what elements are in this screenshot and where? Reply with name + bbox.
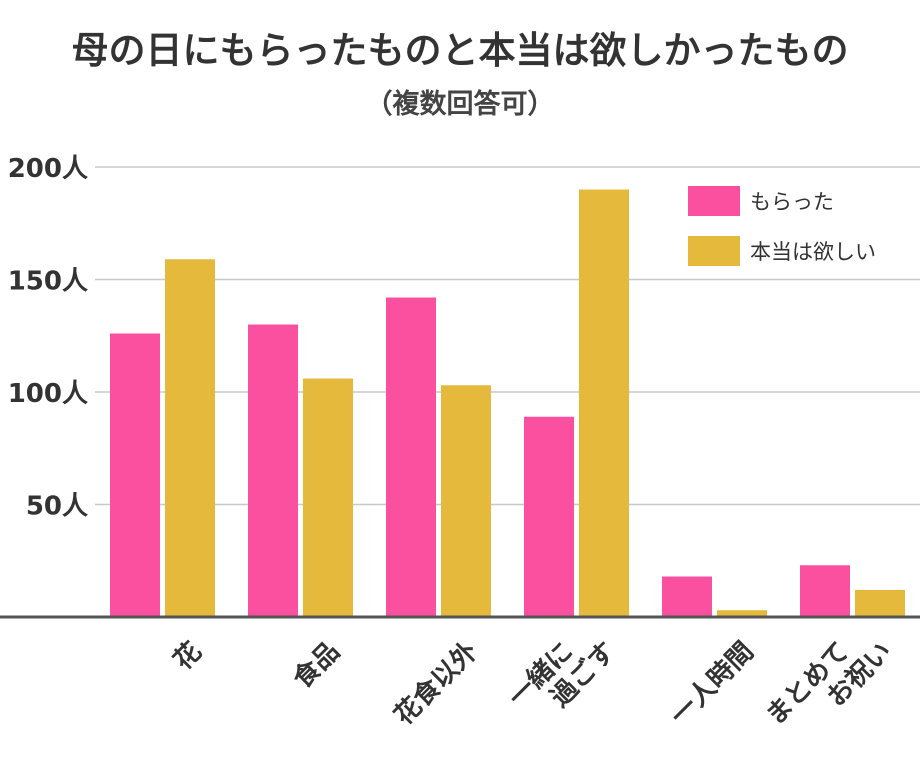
bar-received bbox=[248, 324, 298, 617]
bar-wanted bbox=[579, 189, 629, 617]
x-tick-label-line: 一人時間 bbox=[665, 636, 760, 731]
legend-label: 本当は欲しい bbox=[750, 240, 876, 264]
x-tick-label: 食品 bbox=[287, 636, 346, 695]
bar-wanted bbox=[165, 259, 215, 617]
chart-subtitle: （複数回答可） bbox=[366, 88, 555, 120]
y-tick-label: 200人 bbox=[8, 154, 88, 184]
bar-received bbox=[386, 297, 436, 617]
x-tick-label-line: 食品 bbox=[287, 636, 346, 695]
bar-received bbox=[524, 416, 574, 617]
bar-wanted bbox=[855, 590, 905, 617]
x-tick-label: 一人時間 bbox=[665, 636, 760, 731]
y-tick-label: 50人 bbox=[26, 492, 88, 522]
bar-received bbox=[662, 576, 712, 617]
legend-swatch bbox=[688, 236, 740, 266]
x-tick-label: 花 bbox=[168, 636, 208, 676]
x-tick-label-line: 花 bbox=[168, 636, 208, 676]
x-tick-label-line: 花食以外 bbox=[388, 636, 483, 731]
y-tick-labels: 50人 100人 150人 200人 bbox=[8, 154, 88, 522]
bar-received bbox=[110, 333, 160, 617]
bar-wanted bbox=[717, 610, 767, 617]
y-tick-label: 100人 bbox=[8, 379, 88, 409]
y-tick-label: 150人 bbox=[8, 267, 88, 297]
legend-swatch bbox=[688, 186, 740, 216]
legend-label: もらった bbox=[750, 190, 834, 214]
chart-title: 母の日にもらったものと本当は欲しかったもの bbox=[72, 29, 849, 72]
bar-wanted bbox=[441, 385, 491, 617]
gridlines bbox=[95, 166, 920, 506]
bars bbox=[110, 189, 905, 617]
bar-received bbox=[800, 565, 850, 617]
bar-wanted bbox=[303, 378, 353, 617]
x-tick-label: 花食以外 bbox=[388, 636, 483, 731]
